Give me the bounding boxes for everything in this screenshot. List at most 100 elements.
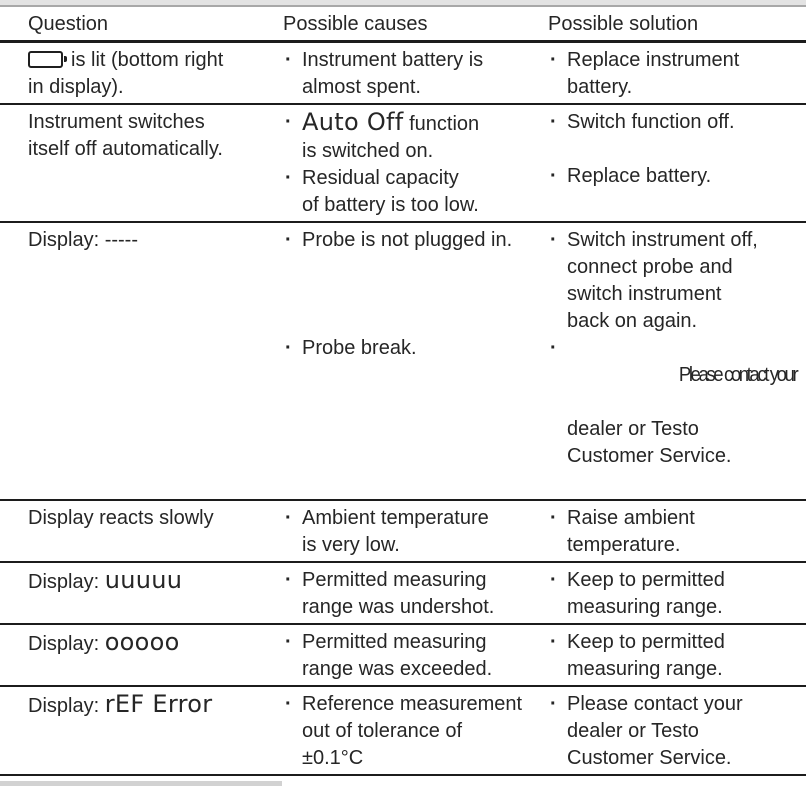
solution-text: Please contact your dealer or Testo Cust… — [567, 335, 798, 497]
table-row-display-ooooo: Display: ooooo · Permitted measuring ran… — [0, 625, 806, 687]
solution-text: Keep to permitted measuring range. — [567, 569, 725, 618]
solution-text: Keep to permitted measuring range. — [567, 631, 725, 680]
cause-text: Permitted measuring range was undershot. — [302, 569, 495, 618]
cause-item: · Ambient temperature is very low. — [283, 505, 540, 559]
cause-text: Instrument battery is almost spent. — [302, 49, 484, 98]
question-prefix: Display: — [28, 633, 105, 655]
solution-item: · Replace battery. — [548, 163, 798, 190]
bullet-icon: · — [550, 229, 557, 251]
solution-item: · Switch function off. — [548, 109, 798, 136]
question-cell: Display reacts slowly — [28, 507, 214, 529]
display-code-text: rEF Error — [104, 690, 213, 718]
solution-text: Switch function off. — [567, 111, 735, 133]
compressed-text: Please contact your — [678, 364, 799, 386]
bullet-icon: · — [550, 165, 557, 187]
cause-item: · Auto Off function is switched on. — [283, 109, 540, 165]
solutions-cell: · Keep to permitted measuring range. — [548, 629, 806, 683]
bullet-icon: · — [550, 111, 557, 133]
cause-item: · Residual capacity of battery is too lo… — [283, 165, 540, 219]
cause-text: Probe is not plugged in. — [302, 229, 513, 251]
solution-item: · Raise ambient temperature. — [548, 505, 798, 559]
question-cell: Display: uuuuu — [28, 567, 283, 621]
solutions-cell: · Replace instrument battery. — [548, 47, 806, 101]
cause-text: Reference measurement out of tolerance o… — [302, 693, 523, 769]
bullet-icon: · — [285, 229, 292, 251]
causes-cell: · Probe is not plugged in. · Probe break… — [283, 227, 548, 497]
bullet-icon: · — [285, 507, 292, 529]
cause-item: · Probe is not plugged in. — [283, 227, 540, 254]
solution-text: Switch instrument off, connect probe and… — [567, 229, 758, 332]
solution-text: Please contact your dealer or Testo Cust… — [567, 693, 743, 769]
cause-item: · Instrument battery is almost spent. — [283, 47, 540, 101]
bullet-icon: · — [285, 693, 292, 715]
solutions-cell: · Keep to permitted measuring range. — [548, 567, 806, 621]
cause-text: Ambient temperature is very low. — [302, 507, 489, 556]
table-row-auto-off: Instrument switches itself off automatic… — [0, 105, 806, 223]
solution-item: · Replace instrument battery. — [548, 47, 798, 101]
causes-cell: · Permitted measuring range was exceeded… — [283, 629, 548, 683]
bullet-icon: · — [550, 337, 557, 359]
display-code-text: ooooo — [104, 628, 180, 656]
solution-text: Replace battery. — [567, 165, 712, 187]
question-cell: Display: rEF Error — [28, 691, 283, 772]
bullet-icon: · — [550, 49, 557, 71]
table-row-display-dashes: Display: ----- · Probe is not plugged in… — [0, 223, 806, 501]
solution-item: · Please contact your dealer or Testo Cu… — [548, 335, 798, 497]
solutions-cell: · Switch function off. · Replace battery… — [548, 109, 806, 219]
cause-text: Probe break. — [302, 337, 417, 359]
question-cell: Display: ----- — [28, 229, 138, 251]
causes-cell: · Instrument battery is almost spent. — [283, 47, 548, 101]
scan-artifact-bar — [0, 781, 282, 786]
bullet-icon: · — [285, 569, 292, 591]
header-possible-causes: Possible causes — [283, 13, 428, 35]
solutions-cell: · Switch instrument off, connect probe a… — [548, 227, 806, 497]
table-row-battery-lit: is lit (bottom right in display). · Inst… — [0, 43, 806, 105]
table-row-display-slow: Display reacts slowly · Ambient temperat… — [0, 501, 806, 563]
question-prefix: Display: — [28, 695, 105, 717]
solution-item: · Switch instrument off, connect probe a… — [548, 227, 798, 335]
solution-item: · Keep to permitted measuring range. — [548, 567, 798, 621]
causes-cell: · Permitted measuring range was undersho… — [283, 567, 548, 621]
bullet-icon: · — [550, 569, 557, 591]
bullet-icon: · — [550, 693, 557, 715]
bullet-icon: · — [285, 49, 292, 71]
table-row-ref-error: Display: rEF Error · Reference measureme… — [0, 687, 806, 776]
battery-icon — [28, 51, 67, 68]
display-code-text: Auto Off — [302, 108, 404, 136]
cause-item: · Probe break. — [283, 335, 540, 362]
bullet-icon: · — [285, 111, 292, 133]
table-row-display-uuuuu: Display: uuuuu · Permitted measuring ran… — [0, 563, 806, 625]
display-code-text: uuuuu — [104, 566, 183, 594]
cause-text: Auto Off function is switched on. — [302, 109, 540, 165]
cause-text: Residual capacity of battery is too low. — [302, 167, 479, 216]
causes-cell: · Auto Off function is switched on. · Re… — [283, 109, 548, 219]
header-question: Question — [28, 13, 109, 35]
question-cell: Display: ooooo — [28, 629, 283, 683]
header-possible-solution: Possible solution — [548, 13, 699, 35]
causes-cell: · Ambient temperature is very low. — [283, 505, 548, 559]
cause-text: Permitted measuring range was exceeded. — [302, 631, 493, 680]
bullet-icon: · — [285, 631, 292, 653]
cause-item: · Permitted measuring range was exceeded… — [283, 629, 540, 683]
solution-item: · Keep to permitted measuring range. — [548, 629, 798, 683]
bullet-icon: · — [285, 167, 292, 189]
cause-text-line2: is switched on. — [302, 140, 434, 162]
bullet-icon: · — [550, 507, 557, 529]
solution-text-lines: dealer or Testo Customer Service. — [567, 418, 732, 467]
question-prefix: Display: — [28, 571, 105, 593]
bullet-icon: · — [285, 337, 292, 359]
question-cell: is lit (bottom right in display). — [28, 47, 283, 101]
solution-item: · Please contact your dealer or Testo Cu… — [548, 691, 798, 772]
solution-text: Raise ambient temperature. — [567, 507, 695, 556]
cause-item: · Reference measurement out of tolerance… — [283, 691, 548, 772]
question-cell: Instrument switches itself off automatic… — [28, 111, 223, 160]
cause-text-rest: function — [403, 113, 480, 135]
cause-item: · Permitted measuring range was undersho… — [283, 567, 540, 621]
question-text: is lit (bottom right in display). — [28, 49, 224, 98]
table-header-row: Question Possible causes Possible soluti… — [0, 7, 806, 43]
solution-text: Replace instrument battery. — [567, 49, 740, 98]
causes-cell: · Reference measurement out of tolerance… — [283, 691, 548, 772]
table-top-border — [0, 0, 806, 7]
compressed-text-line: Please contact your — [567, 362, 799, 389]
